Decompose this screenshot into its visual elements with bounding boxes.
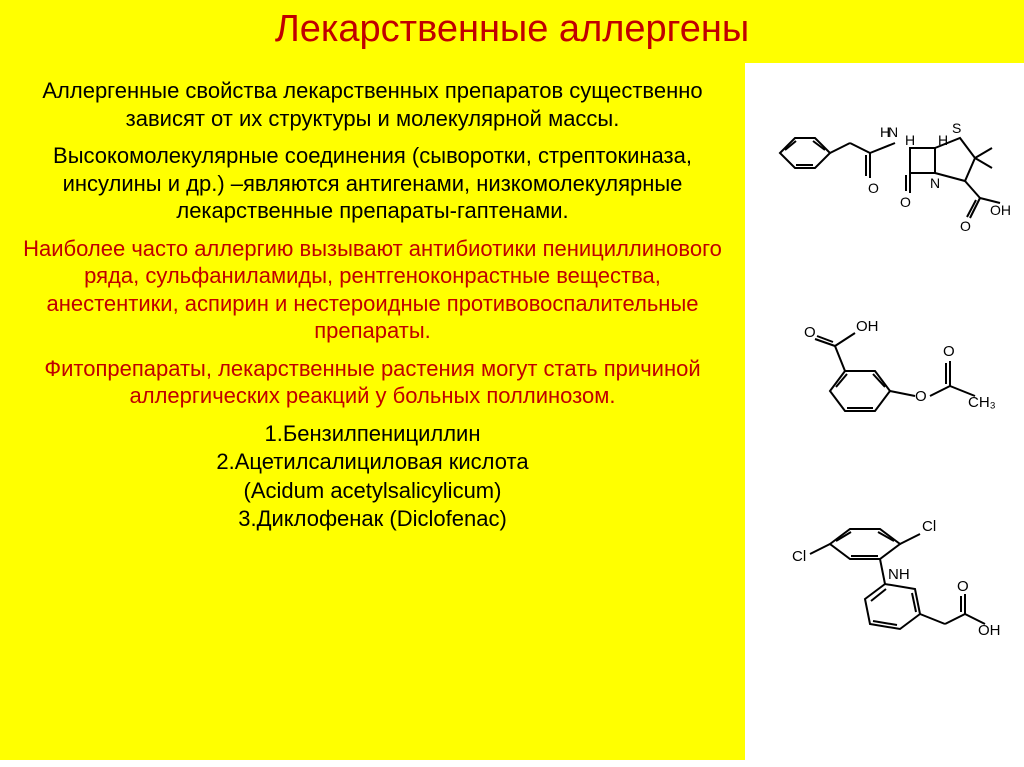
svg-text:O: O: [960, 218, 971, 234]
paragraph-2: Высокомолекулярные соединения (сыворотки…: [18, 142, 727, 225]
svg-text:CH₃: CH₃: [968, 394, 996, 411]
svg-text:OH: OH: [978, 622, 1001, 639]
content-area: Аллергенные свойства лекарственных препа…: [0, 63, 1024, 760]
svg-text:O: O: [804, 324, 816, 341]
diclofenac-structure: Cl Cl NH O OH: [760, 499, 1010, 699]
structures-column: O H N S H H O N O OH: [745, 63, 1024, 760]
svg-text:O: O: [868, 180, 879, 196]
paragraph-4: Фитопрепараты, лекарственные растения мо…: [18, 355, 727, 410]
paragraph-1: Аллергенные свойства лекарственных препа…: [18, 77, 727, 132]
text-column: Аллергенные свойства лекарственных препа…: [0, 63, 745, 760]
svg-text:O: O: [915, 388, 927, 405]
svg-text:OH: OH: [856, 318, 879, 335]
svg-text:S: S: [952, 120, 961, 136]
aspirin-structure: O OH O O CH₃: [770, 301, 1000, 471]
svg-text:O: O: [957, 578, 969, 595]
paragraph-3: Наиболее часто аллергию вызывают антибио…: [18, 235, 727, 345]
list-item-2a: 2.Ацетилсалициловая кислота: [18, 448, 727, 477]
benzylpenicillin-structure: O H N S H H O N O OH: [760, 93, 1010, 273]
svg-text:H: H: [905, 132, 915, 148]
svg-text:Cl: Cl: [922, 518, 936, 535]
title-bar: Лекарственные аллергены: [0, 0, 1024, 63]
svg-text:H: H: [938, 132, 948, 148]
list-item-3: 3.Диклофенак (Diclofenac): [18, 505, 727, 534]
svg-text:Cl: Cl: [792, 548, 806, 565]
svg-text:N: N: [930, 175, 940, 191]
list-item-2b: (Acidum acetylsalicylicum): [18, 477, 727, 506]
svg-text:OH: OH: [990, 202, 1010, 218]
list-item-1: 1.Бензилпенициллин: [18, 420, 727, 449]
svg-text:N: N: [888, 124, 898, 140]
svg-text:O: O: [900, 194, 911, 210]
svg-text:O: O: [943, 343, 955, 360]
slide-title: Лекарственные аллергены: [0, 8, 1024, 51]
svg-text:NH: NH: [888, 566, 910, 583]
slide: Лекарственные аллергены Аллергенные свой…: [0, 0, 1024, 767]
